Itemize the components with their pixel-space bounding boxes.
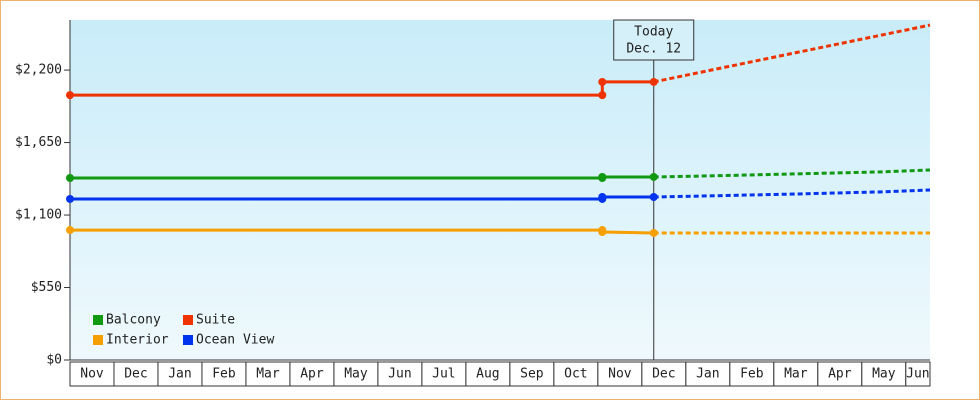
x-tick-label: Jan xyxy=(168,367,191,382)
x-tick-label: Apr xyxy=(300,367,324,382)
x-tick-label: Jun xyxy=(388,367,411,382)
y-tick-label: $2,200 xyxy=(15,63,62,78)
y-tick-label: $1,650 xyxy=(15,135,62,150)
x-tick-label: Feb xyxy=(212,367,236,382)
plot-area xyxy=(70,20,930,360)
point xyxy=(649,172,658,181)
forecast-line xyxy=(653,168,931,179)
x-tick-label: Jul xyxy=(432,367,455,382)
month-cell xyxy=(685,361,731,387)
point xyxy=(66,174,74,183)
month-cell xyxy=(157,361,203,387)
x-tick-label: Sep xyxy=(520,367,544,382)
month-cell xyxy=(113,361,159,387)
month-cell xyxy=(817,361,863,387)
legend-label: Ocean View xyxy=(196,333,274,348)
x-tick-label: Mar xyxy=(784,367,808,382)
point xyxy=(598,192,607,201)
point xyxy=(66,91,74,100)
x-tick-label: May xyxy=(872,367,896,382)
x-tick-label: Nov xyxy=(80,367,104,382)
point xyxy=(598,77,607,86)
today-label: Dec. 12 xyxy=(626,42,681,57)
month-cell xyxy=(465,361,511,387)
month-cell xyxy=(553,361,599,387)
x-tick-label: May xyxy=(344,367,368,382)
month-cell xyxy=(377,361,423,387)
legend-swatch xyxy=(93,335,103,345)
point xyxy=(66,194,74,203)
month-cell xyxy=(905,361,931,387)
legend-swatch xyxy=(183,315,193,325)
point xyxy=(598,91,607,100)
month-cell xyxy=(597,361,643,387)
forecast-line xyxy=(653,23,931,84)
point xyxy=(598,228,607,237)
point xyxy=(598,172,607,181)
point xyxy=(649,228,658,237)
forecast-line xyxy=(653,188,931,199)
month-cell xyxy=(69,361,115,387)
legend-label: Balcony xyxy=(106,313,161,328)
month-cell xyxy=(729,361,775,387)
point xyxy=(649,77,658,86)
series-line xyxy=(70,175,654,180)
point xyxy=(649,192,658,201)
legend-label: Suite xyxy=(196,313,235,328)
y-tick-label: $0 xyxy=(46,353,62,368)
x-tick-label: Nov xyxy=(608,367,632,382)
today-box xyxy=(613,19,695,61)
x-tick-label: Jan xyxy=(696,367,719,382)
legend-label: Interior xyxy=(106,333,169,348)
month-cell xyxy=(245,361,291,387)
legend-swatch xyxy=(183,335,193,345)
x-tick-label: Mar xyxy=(256,367,280,382)
legend-swatch xyxy=(93,315,103,325)
point xyxy=(66,226,74,235)
month-cell xyxy=(201,361,247,387)
x-tick-label: Aug xyxy=(476,367,499,382)
x-tick-label: Feb xyxy=(740,367,764,382)
series-line xyxy=(70,80,654,97)
x-tick-label: Dec xyxy=(124,367,147,382)
y-tick-label: $550 xyxy=(31,280,62,295)
today-label: Today xyxy=(634,25,673,40)
x-tick-label: Jun xyxy=(906,367,929,382)
month-cell xyxy=(861,361,907,387)
x-tick-label: Dec xyxy=(652,367,675,382)
x-tick-label: Apr xyxy=(828,367,852,382)
x-tick-label: Oct xyxy=(564,367,587,382)
y-tick-label: $1,100 xyxy=(15,208,62,223)
